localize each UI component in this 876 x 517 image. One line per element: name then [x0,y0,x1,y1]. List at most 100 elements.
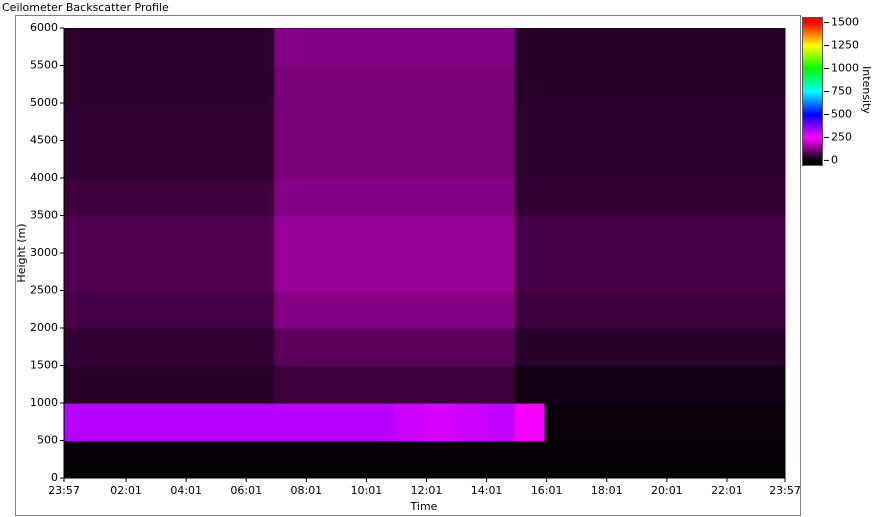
y-tick-label: 1000 [30,396,58,409]
heatmap-cell [184,65,215,104]
heatmap-cell [274,253,305,291]
heatmap-cell [484,140,516,179]
heatmap-cell [544,65,576,104]
y-tick-label: 1500 [30,359,58,372]
heatmap-cell [244,178,275,216]
y-axis-label: Height (m) [15,223,28,282]
heatmap-cell [304,65,335,104]
heatmap-cell [394,140,425,179]
x-tick-label: 18:01 [591,484,623,497]
heatmap-cell [364,215,395,254]
heatmap-cell [634,328,666,366]
heatmap-cell [94,65,125,104]
heatmap-cell [574,365,606,404]
heatmap-cell [214,403,245,441]
heatmap-cell [754,365,786,404]
heatmap-cell [94,178,125,216]
heatmap-cell [544,328,576,366]
heatmap-cell [394,215,425,254]
heatmap-cell [664,65,696,104]
heatmap-cell [124,140,155,179]
y-tick-label: 2000 [30,321,58,334]
heatmap-cell [514,140,546,179]
heatmap-cell [394,178,425,216]
heatmap-cell [454,403,486,441]
x-tick-label: 23:57 [48,484,80,497]
heatmap-cell [94,215,125,254]
heatmap-cell [484,403,516,441]
heatmap-cell [334,28,365,66]
y-tick-label: 6000 [30,21,58,34]
heatmap-cell [64,290,95,329]
heatmap-cell [754,28,786,66]
heatmap-cell [574,403,606,441]
heatmap-cell [364,178,395,216]
heatmap-cell [154,365,185,404]
heatmap-cell [394,328,425,366]
heatmap-cell [604,365,636,404]
x-tick-label: 08:01 [290,484,322,497]
heatmap-cell [244,253,275,291]
heatmap-cell [544,365,576,404]
heatmap-cell [574,65,606,104]
heatmap-cell [754,103,786,141]
heatmap-cell [574,440,606,479]
heatmap-cell [514,178,546,216]
heatmap-cell [244,215,275,254]
heatmap-cell [514,253,546,291]
y-tick-label: 5000 [30,96,58,109]
heatmap-cell [514,440,546,479]
heatmap-cell [664,290,696,329]
heatmap-cell [394,103,425,141]
heatmap-cell [454,28,486,66]
y-tick-label: 0 [51,471,58,484]
heatmap-cell [484,440,516,479]
heatmap-cell [454,328,486,366]
heatmap-cell [754,403,786,441]
heatmap-cell [514,403,546,441]
heatmap-cell [514,365,546,404]
heatmap-cell [334,103,365,141]
heatmap-cell [574,328,606,366]
heatmap-cell [124,328,155,366]
heatmap-cell [64,215,95,254]
heatmap-cell [124,403,155,441]
x-tick-label: 20:01 [651,484,683,497]
heatmap-cell [124,103,155,141]
heatmap-cell [454,178,486,216]
heatmap-cell [604,103,636,141]
heatmap-cell [694,140,726,179]
heatmap-cell [244,290,275,329]
heatmap-cell [424,65,456,104]
heatmap-cell [274,403,305,441]
heatmap-cell [244,65,275,104]
heatmap-cell [154,215,185,254]
heatmap-cell [214,28,245,66]
heatmap-cell [634,403,666,441]
heatmap-cell [184,28,215,66]
heatmap-cell [424,253,456,291]
heatmap-cell [544,215,576,254]
heatmap-cell [214,178,245,216]
heatmap-cell [334,178,365,216]
heatmap-cell [664,215,696,254]
heatmap-cell [154,403,185,441]
colorbar-tick-label: 1250 [831,39,859,52]
heatmap-cell [664,440,696,479]
heatmap-cell [544,440,576,479]
heatmap-cell [574,215,606,254]
heatmap-cell [574,140,606,179]
heatmap-cell [724,290,756,329]
chart-title: Ceilometer Backscatter Profile [2,1,169,14]
heatmap-cell [154,290,185,329]
heatmap-cell [184,178,215,216]
heatmap-cell [574,253,606,291]
x-axis-label: Time [410,500,438,513]
heatmap-cell [754,65,786,104]
heatmap-cell [604,178,636,216]
heatmap-cell [424,328,456,366]
heatmap-cell [694,253,726,291]
heatmap-cell [184,253,215,291]
x-tick-label: 12:01 [411,484,443,497]
